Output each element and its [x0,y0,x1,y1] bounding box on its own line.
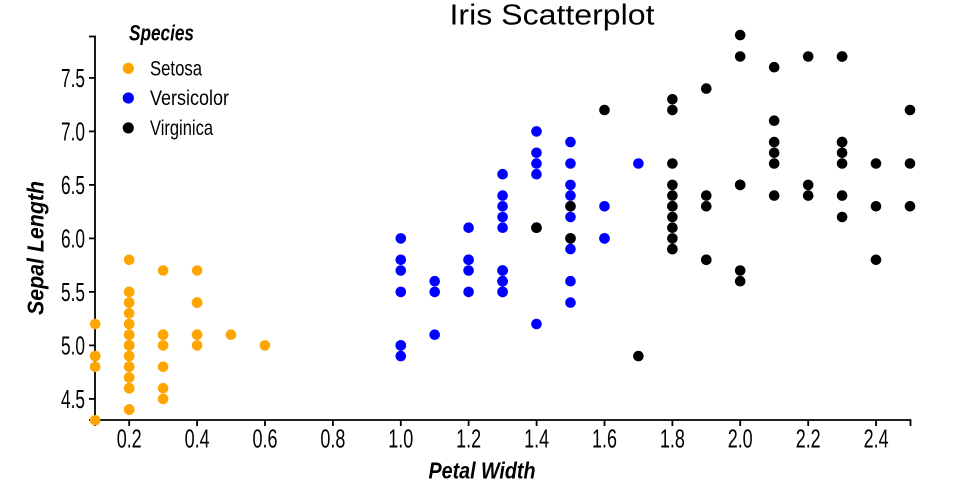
svg-text:1.4: 1.4 [524,424,549,454]
svg-text:Setosa: Setosa [150,58,202,81]
svg-text:1.2: 1.2 [456,424,481,454]
svg-text:4.5: 4.5 [61,384,85,414]
svg-text:Versicolor: Versicolor [150,87,229,110]
svg-text:2.4: 2.4 [864,424,889,454]
svg-text:1.0: 1.0 [388,424,413,454]
svg-text:Virginica: Virginica [150,117,213,140]
svg-text:6.5: 6.5 [61,170,85,200]
svg-text:7.0: 7.0 [61,116,85,146]
svg-text:2.2: 2.2 [796,424,821,454]
svg-text:Iris Scatterplot: Iris Scatterplot [450,0,655,32]
svg-text:0.6: 0.6 [253,424,278,454]
svg-text:0.2: 0.2 [117,424,142,454]
svg-text:Petal Width: Petal Width [429,458,536,484]
svg-text:0.8: 0.8 [320,424,345,454]
svg-text:0.4: 0.4 [185,424,210,454]
svg-text:Species: Species [129,21,194,46]
svg-text:7.5: 7.5 [61,63,85,93]
svg-text:Sepal Length: Sepal Length [23,181,49,315]
svg-text:1.8: 1.8 [660,424,685,454]
svg-text:1.6: 1.6 [592,424,617,454]
svg-text:2.0: 2.0 [728,424,753,454]
svg-text:5.0: 5.0 [61,330,85,360]
svg-text:5.5: 5.5 [61,277,85,307]
svg-text:6.0: 6.0 [61,223,85,253]
